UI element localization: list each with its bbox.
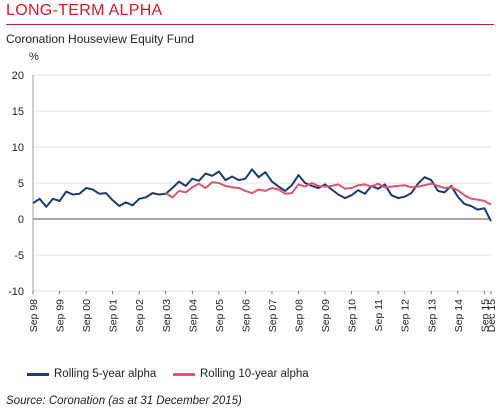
x-tick-label: Sep 14 [453, 299, 465, 332]
x-tick-label: Dec 15 [486, 299, 498, 332]
gridlines [32, 74, 491, 292]
legend-label-5y: Rolling 5-year alpha [54, 368, 157, 380]
x-tick-label: Sep 07 [267, 299, 279, 332]
x-tick-label: Sep 00 [81, 299, 93, 332]
x-tick-label: Sep 98 [28, 299, 40, 332]
x-tick-label: Sep 08 [294, 299, 306, 332]
legend: Rolling 5-year alpha Rolling 10-year alp… [0, 368, 500, 386]
x-tick-label: Sep 09 [320, 299, 332, 332]
y-tick-label: 20 [12, 70, 24, 82]
series-line-10y [165, 181, 492, 206]
y-tick-label: 0 [18, 214, 24, 226]
x-tick-label: Sep 12 [400, 299, 412, 332]
legend-swatch-10y [173, 372, 195, 376]
y-tick-label: 10 [12, 142, 24, 154]
legend-swatch-5y [27, 372, 49, 376]
y-tick-label: -5 [14, 250, 24, 262]
x-tick-label: Sep 01 [108, 299, 120, 332]
x-tick-label: Sep 05 [214, 299, 226, 332]
y-axis-unit-label: % [29, 51, 39, 63]
x-tick-label: Sep 11 [373, 299, 385, 332]
header-divider [6, 24, 494, 25]
x-tick-label: Sep 10 [347, 299, 359, 332]
y-tick-label: -10 [8, 286, 24, 298]
x-tick-label: Sep 99 [55, 299, 67, 332]
source-note: Source: Coronation (as at 31 December 20… [6, 395, 242, 407]
legend-item-5y: Rolling 5-year alpha [27, 368, 156, 380]
x-tick-label: Sep 13 [426, 299, 438, 332]
chart-header-title: LONG-TERM ALPHA [6, 2, 163, 19]
x-tick-label: Sep 02 [134, 299, 146, 332]
chart-subtitle: Coronation Houseview Equity Fund [6, 32, 195, 46]
x-tick-label: Sep 15 [479, 299, 491, 332]
legend-label-10y: Rolling 10-year alpha [200, 368, 309, 380]
x-axis-ticks: Sep 98 Sep 99 Sep 00 Sep 01 Sep 02 Sep 03 Sep … [28, 291, 498, 332]
x-tick-label: Sep 04 [187, 299, 199, 332]
y-tick-label: 15 [12, 106, 24, 118]
series-lines [32, 168, 492, 222]
legend-item-10y: Rolling 10-year alpha [173, 368, 309, 380]
y-axis-ticks: 20 15 10 5 0 -5 -10 [8, 70, 24, 298]
x-tick-label: Sep 03 [161, 299, 173, 332]
x-tick-label: Sep 06 [240, 299, 252, 332]
y-tick-label: 5 [18, 178, 24, 190]
series-line-5y [32, 168, 492, 222]
